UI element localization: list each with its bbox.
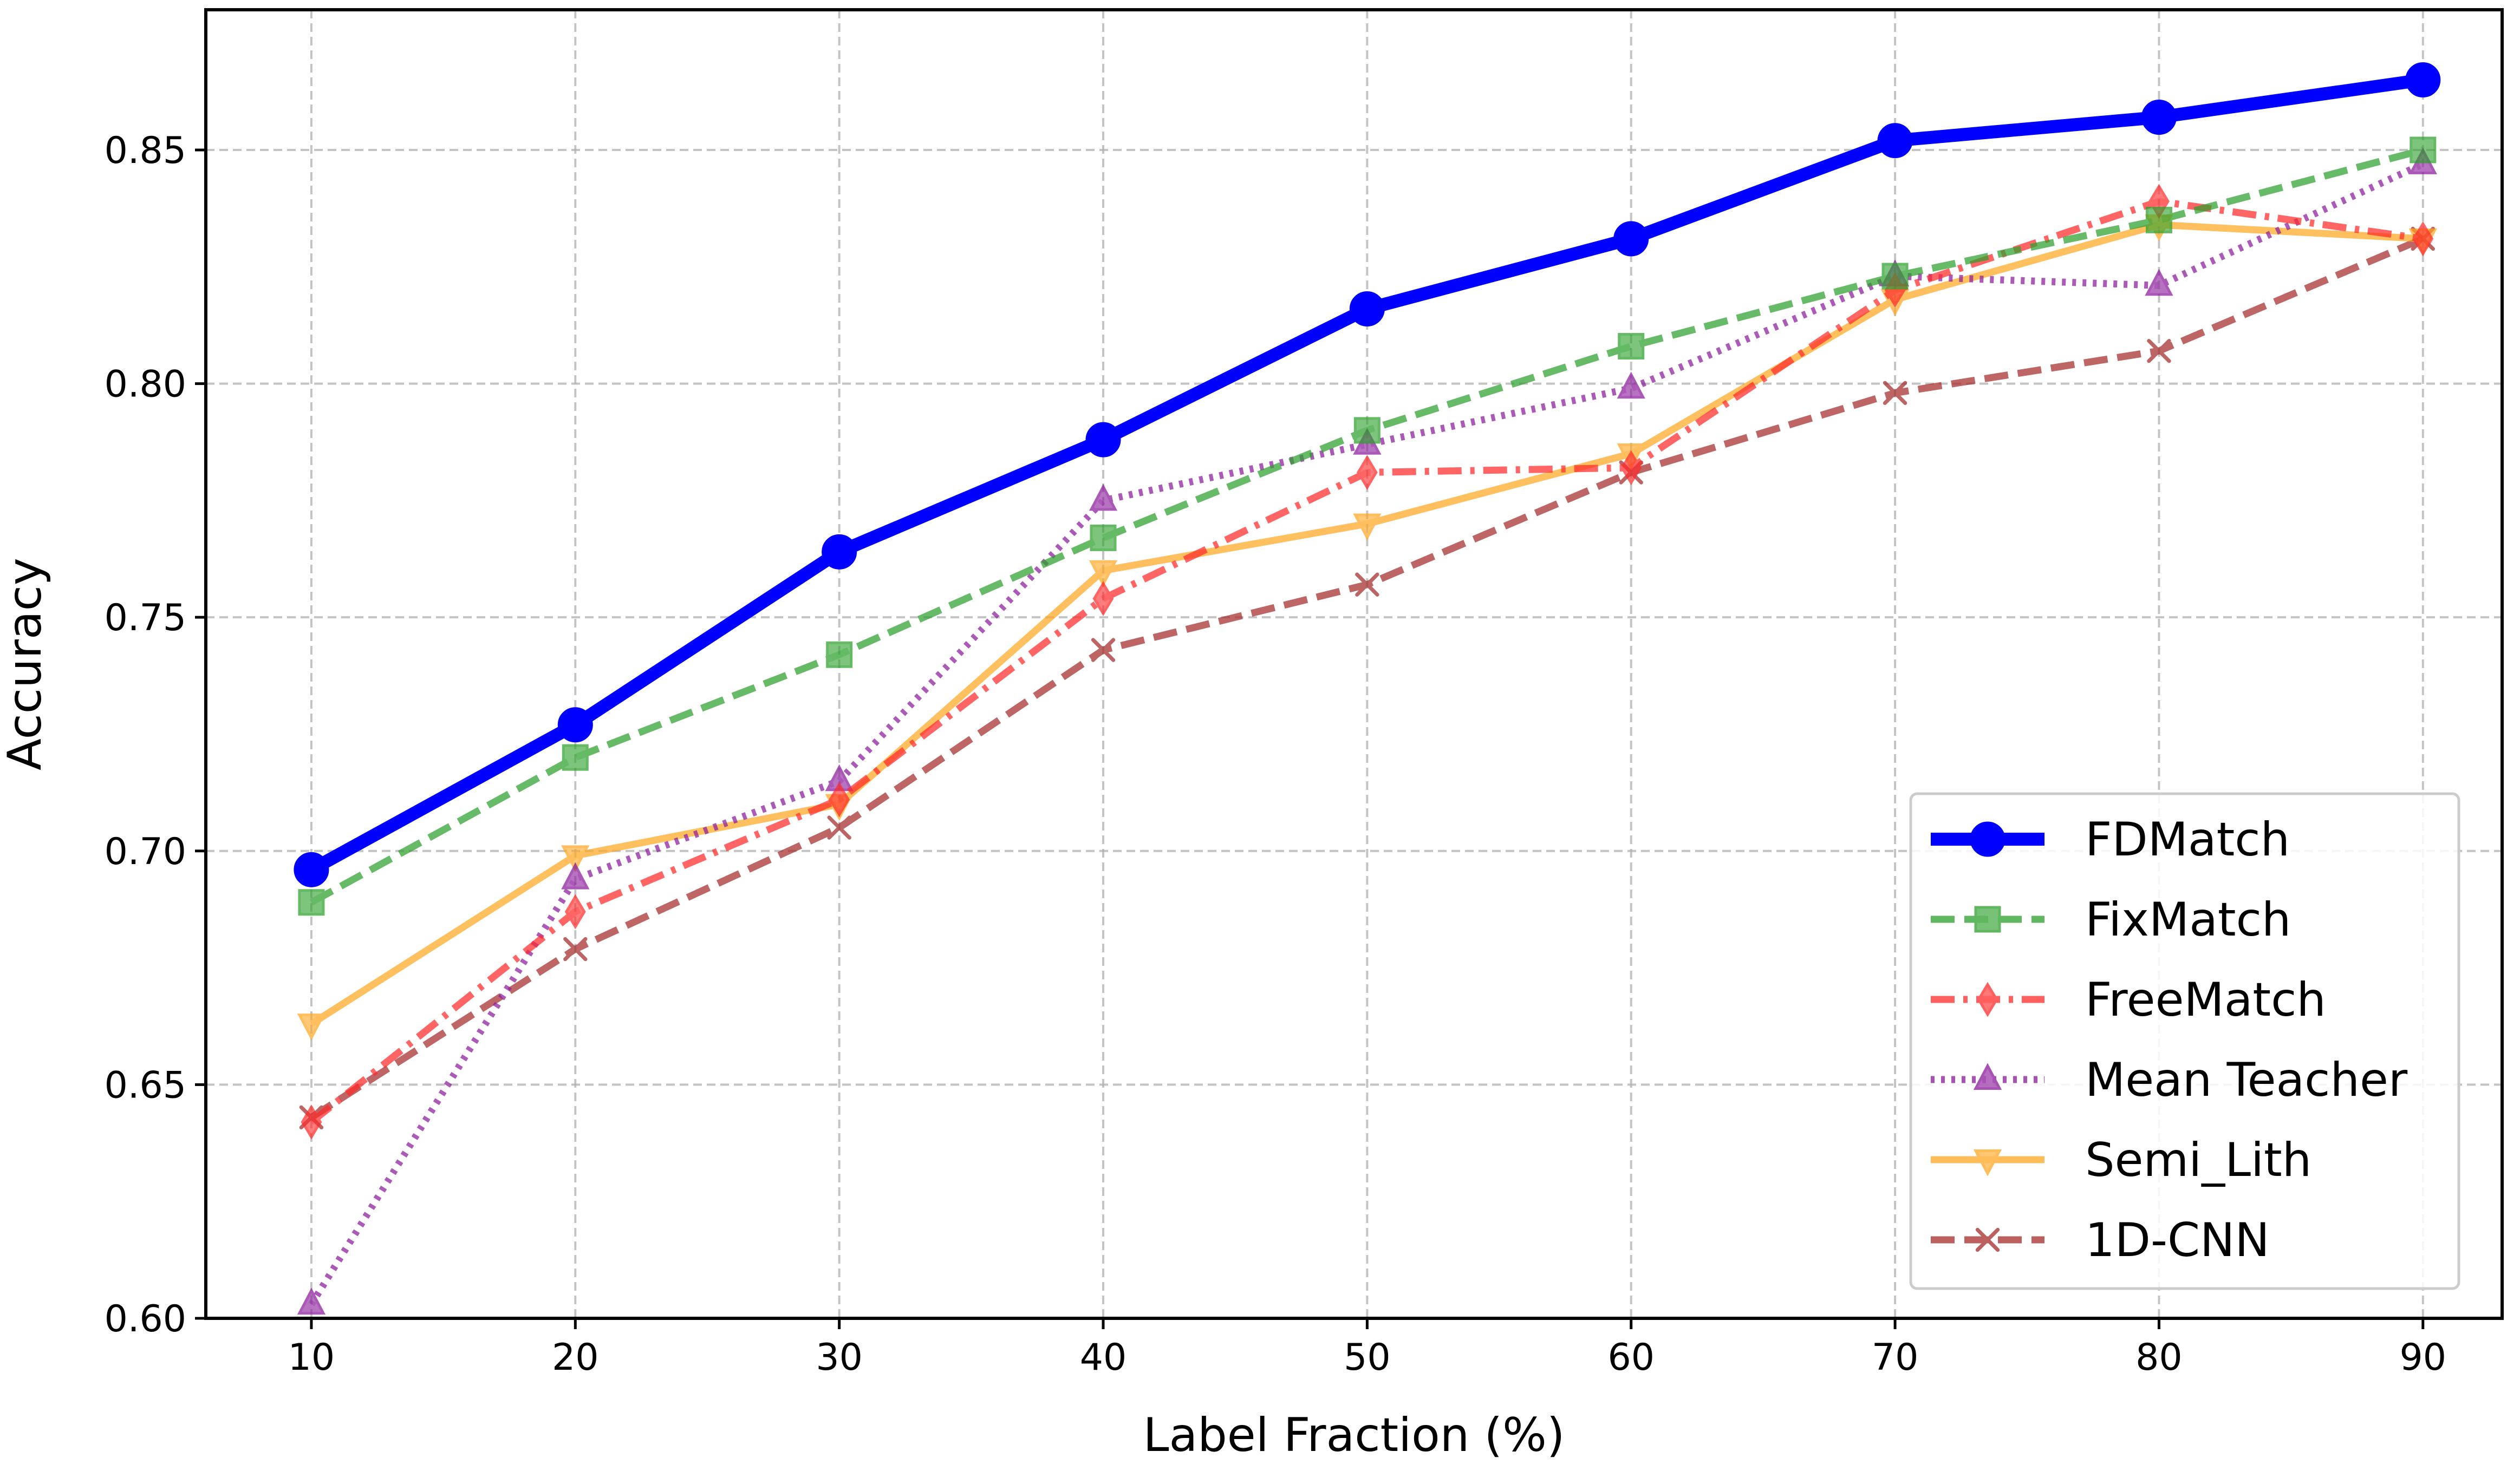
legend-item-1d-cnn (1931, 1227, 2044, 1252)
data-point-fdmatch (1877, 123, 1913, 159)
data-point-freematch (1356, 455, 1378, 490)
data-point-fdmatch (1349, 291, 1385, 326)
legend-marker-stroke (1975, 1227, 2000, 1252)
data-point-1d-cnn (2147, 338, 2171, 363)
data-point-semi-lith (297, 1014, 326, 1041)
data-point-1d-cnn-stroke (563, 937, 588, 962)
data-point-fixmatch (826, 641, 853, 668)
x-tick-label: 90 (2400, 1336, 2447, 1379)
data-point-fdmatch (2141, 100, 2177, 135)
data-point-fixmatch (1353, 417, 1381, 444)
x-axis-title: Label Fraction (%) (1143, 1408, 1565, 1462)
y-tick-label: 0.85 (105, 129, 186, 172)
legend-item-semi-lith (1931, 1149, 2044, 1176)
x-tick-label: 70 (1872, 1336, 1919, 1379)
legend-item-fdmatch (1931, 821, 2044, 857)
series-fixmatch (298, 136, 2437, 916)
series-mean-teacher (297, 147, 2437, 1315)
y-tick-label: 0.70 (105, 831, 186, 873)
y-axis-title: Accuracy (0, 558, 52, 770)
data-point-fixmatch (1618, 333, 1645, 360)
legend-label: Mean Teacher (2085, 1053, 2408, 1107)
data-point-1d-cnn (1883, 381, 1907, 406)
data-point-mean-teacher (1089, 483, 1118, 511)
legend-marker (1973, 1063, 2002, 1090)
x-tick-label: 50 (1344, 1336, 1391, 1379)
y-tick-label: 0.75 (105, 597, 186, 639)
data-point-fixmatch (562, 744, 589, 771)
x-tick-label: 20 (552, 1336, 599, 1379)
data-point-1d-cnn (1091, 638, 1116, 662)
legend-marker (1974, 906, 2001, 933)
data-point-fdmatch (1613, 221, 1649, 257)
legend-label: FDMatch (2085, 813, 2290, 867)
legend-label: FreeMatch (2085, 973, 2326, 1027)
data-point-freematch (564, 894, 586, 930)
data-point-mean-teacher (2145, 269, 2173, 296)
data-point-mean-teacher (297, 1287, 326, 1315)
y-tick-label: 0.65 (105, 1064, 186, 1107)
legend-item-freematch (1931, 982, 2044, 1017)
data-point-fdmatch (822, 534, 857, 570)
data-point-fdmatch (294, 852, 329, 887)
data-point-freematch (1092, 581, 1114, 617)
data-point-1d-cnn-stroke (2147, 338, 2171, 363)
data-point-1d-cnn-stroke (827, 815, 851, 840)
data-point-1d-cnn (563, 937, 588, 962)
axis-ticks: 10 20 30 40 50 60 70 80 90 0.60 0.65 0.70 0.75 0.80 0.… (105, 129, 2446, 1379)
x-tick-label: 30 (816, 1336, 863, 1379)
legend-marker (1975, 1227, 2000, 1252)
data-point-freematch (2412, 221, 2434, 257)
y-tick-label: 0.60 (105, 1298, 186, 1341)
data-point-freematch (829, 782, 850, 818)
series-freematch (301, 184, 2434, 1140)
legend-marker (1970, 821, 2005, 857)
data-point-fixmatch (1090, 524, 1117, 551)
x-tick-label: 40 (1080, 1336, 1127, 1379)
series-group (294, 62, 2441, 1315)
data-point-fdmatch (2405, 62, 2441, 97)
y-tick-label: 0.80 (105, 363, 186, 406)
data-point-fdmatch (1085, 422, 1121, 457)
data-point-freematch (1620, 450, 1642, 486)
legend-item-mean-teacher (1931, 1063, 2044, 1090)
legend-marker (1973, 1149, 2002, 1176)
data-point-fixmatch (298, 889, 325, 916)
data-point-1d-cnn-stroke (1355, 572, 1379, 597)
legend-label: Semi_Lith (2085, 1133, 2311, 1187)
data-point-1d-cnn-stroke (1883, 381, 1907, 406)
legend-box (1909, 792, 2460, 1290)
data-point-fixmatch (1881, 263, 1909, 290)
data-point-fixmatch (2145, 206, 2172, 233)
legend-marker (1977, 982, 1998, 1017)
data-point-freematch (301, 1104, 322, 1140)
data-point-fixmatch (2410, 136, 2437, 164)
data-point-semi-lith (1353, 513, 1382, 541)
data-point-semi-lith (1089, 560, 1118, 587)
legend-label: FixMatch (2085, 893, 2291, 947)
legend-label: 1D-CNN (2085, 1213, 2270, 1267)
data-point-1d-cnn (827, 815, 851, 840)
plot-frame (204, 8, 2504, 1320)
data-point-1d-cnn-stroke (1091, 638, 1116, 662)
data-point-mean-teacher (561, 862, 590, 890)
legend: FDMatch FixMatch FreeMatch Mean Teacher Semi… (1909, 792, 2460, 1290)
legend-item-fixmatch (1931, 906, 2044, 933)
x-tick-label: 10 (288, 1336, 335, 1379)
data-point-semi-lith (561, 845, 590, 873)
x-tick-label: 80 (2135, 1336, 2183, 1379)
data-point-1d-cnn (1355, 572, 1379, 597)
x-tick-label: 60 (1607, 1336, 1655, 1379)
series-fdmatch (294, 62, 2441, 887)
data-point-fdmatch (557, 707, 593, 743)
data-point-mean-teacher (1617, 371, 1645, 399)
